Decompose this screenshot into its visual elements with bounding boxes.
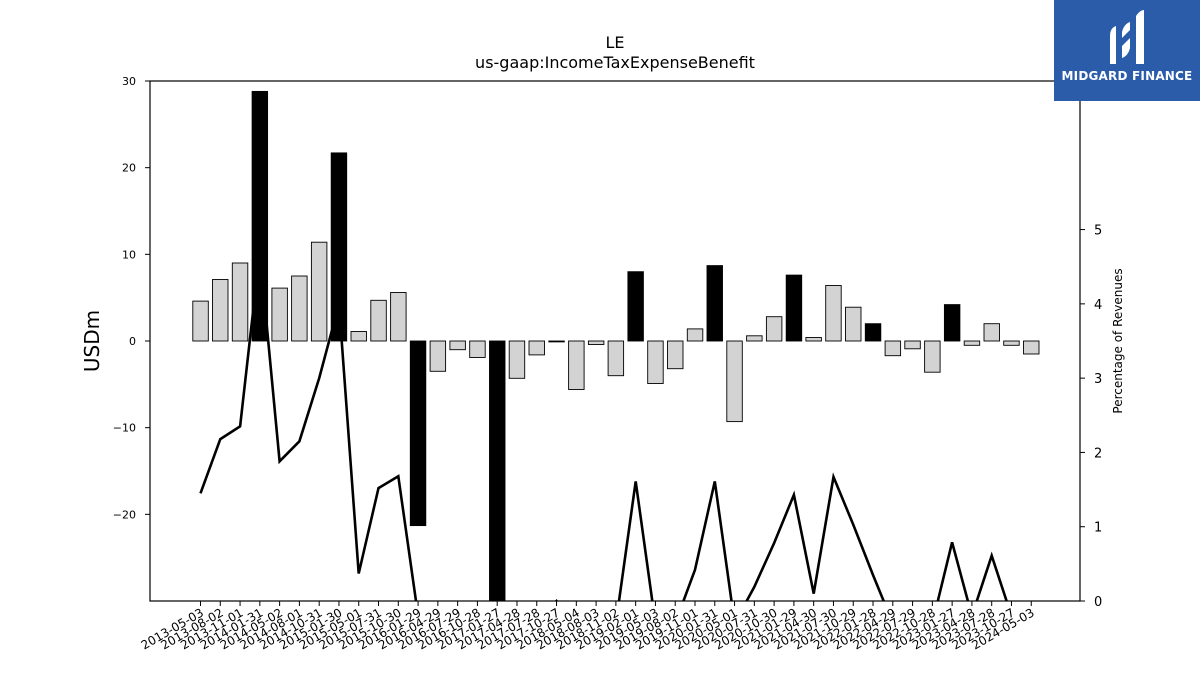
y2-tick-label: 1 — [1094, 521, 1102, 536]
y2-axis-label: Percentage of Revenues — [1111, 268, 1125, 413]
y2-axis: 0 1 2 3 4 5 — [1080, 224, 1102, 610]
logo-text: MIDGARD FINANCE — [1061, 69, 1193, 83]
y-axis-label: USDm — [80, 310, 104, 372]
bar-2018-08-03 — [587, 340, 605, 345]
bar-2013-05-03 — [192, 300, 209, 342]
bar-2017-07-28 — [528, 340, 545, 356]
bar-2024-05-03 — [1023, 340, 1040, 355]
bar-2022-10-28 — [924, 340, 941, 373]
revenue-percentage-line — [199, 251, 1008, 601]
y2-tick-label: 4 — [1094, 298, 1102, 313]
y-tick-label: −20 — [113, 508, 136, 521]
bar-2015-01-30 — [330, 152, 348, 342]
bar-2023-07-28 — [983, 323, 1000, 342]
y-tick-label: 0 — [129, 335, 136, 348]
bar-2019-02-01 — [627, 271, 644, 342]
bar-2020-07-31 — [746, 335, 763, 342]
bar-2019-08-02 — [667, 340, 684, 370]
y2-tick-label: 3 — [1094, 372, 1102, 387]
y-tick-label: 30 — [122, 75, 136, 88]
bar-2017-01-27 — [489, 340, 506, 601]
bar-2021-01-29 — [785, 274, 803, 342]
bar-2021-07-30 — [825, 285, 842, 342]
y2-tick-label: 0 — [1094, 595, 1102, 610]
bar-2020-10-30 — [765, 316, 783, 342]
chart-title: LE — [605, 33, 624, 52]
bar-2018-11-02 — [607, 340, 625, 377]
bar-2020-01-31 — [706, 265, 723, 342]
bar-2021-04-30 — [805, 337, 822, 342]
bar-2016-04-29 — [429, 340, 447, 372]
logo-mark-icon — [1110, 10, 1144, 64]
bar-2020-05-01 — [726, 340, 743, 423]
x-axis: 2013-05-032013-08-022013-11-012014-01-31… — [139, 601, 1037, 652]
bar-2016-07-29 — [449, 340, 466, 351]
bar-2016-10-28 — [469, 340, 486, 358]
bar-2017-04-28 — [508, 340, 526, 379]
bar-2023-10-27 — [1003, 340, 1020, 346]
bar-2017-10-27 — [548, 340, 565, 343]
bar-2022-04-29 — [884, 340, 902, 357]
bar-2021-10-29 — [845, 306, 862, 342]
y-axis: −20 −10 0 10 20 30 — [113, 75, 150, 521]
bar-2014-05-02 — [271, 287, 288, 342]
y-tick-label: 10 — [122, 248, 136, 261]
bar-2018-05-04 — [568, 340, 585, 390]
y2-tick-label: 2 — [1094, 446, 1102, 461]
bar-2023-04-28 — [963, 340, 981, 346]
bar-2019-11-01 — [686, 328, 704, 342]
bar-2015-05-01 — [350, 331, 367, 342]
chart-subtitle: us-gaap:IncomeTaxExpenseBenefit — [475, 53, 755, 72]
line-group — [199, 251, 1008, 601]
bar-2016-01-29 — [409, 340, 427, 527]
bar-2014-10-31 — [310, 241, 328, 342]
bar-2019-05-03 — [647, 340, 664, 384]
bar-2022-07-29 — [904, 340, 921, 350]
bar-2013-11-01 — [231, 262, 249, 342]
bar-2013-08-02 — [212, 279, 229, 342]
bar-2023-01-27 — [943, 304, 961, 342]
y2-tick-label: 5 — [1094, 224, 1102, 239]
y-tick-label: −10 — [113, 422, 136, 435]
midgard-finance-logo: MIDGARD FINANCE — [1054, 0, 1200, 101]
bar-2015-07-31 — [370, 299, 387, 342]
y-tick-label: 20 — [122, 162, 136, 175]
bar-2022-01-28 — [864, 323, 882, 342]
bar-2015-10-30 — [390, 292, 407, 342]
bar-group — [192, 90, 1040, 601]
bar-2014-08-01 — [291, 275, 308, 342]
